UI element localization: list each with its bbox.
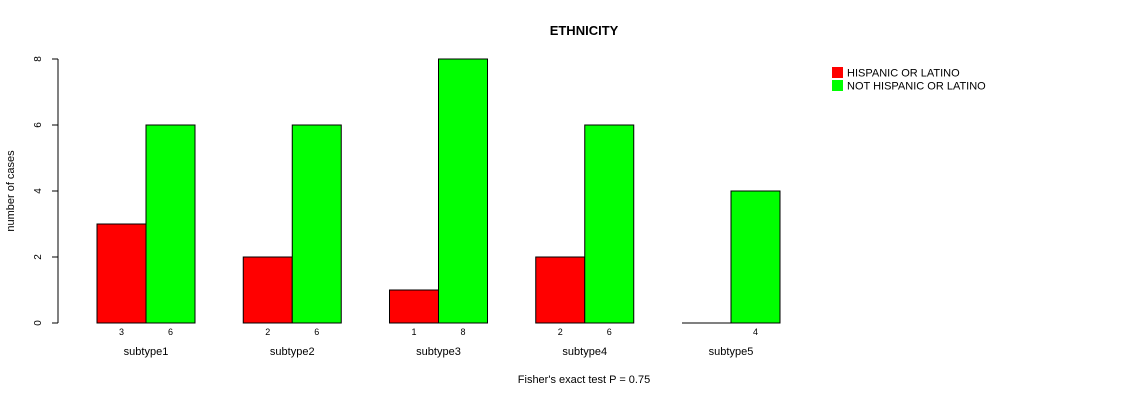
bar	[145, 124, 196, 324]
y-axis-label: number of cases	[5, 150, 17, 232]
bar-count-label: 4	[753, 327, 758, 337]
bar-count-label: 1	[411, 327, 416, 337]
legend-swatch	[832, 80, 843, 91]
x-axis-label: Fisher's exact test P = 0.75	[518, 374, 650, 386]
x-tick-label: subtype5	[709, 346, 754, 358]
x-tick-label: subtype4	[562, 346, 607, 358]
bar-group-subtype1: 3 6 subtype1	[96, 124, 196, 358]
bar-count-label: 2	[558, 327, 563, 337]
bar-count-label: 6	[314, 327, 319, 337]
chart-title: ETHNICITY	[550, 23, 619, 38]
bar-count-label: 3	[119, 327, 124, 337]
bar	[96, 223, 147, 324]
bar-group-subtype2: 2 6 subtype2	[242, 124, 342, 358]
legend-label: NOT HISPANIC OR LATINO	[847, 81, 986, 93]
bar-count-label: 8	[460, 327, 465, 337]
x-tick-label: subtype1	[124, 346, 169, 358]
bar-group-subtype3: 1 8 subtype3	[389, 58, 488, 358]
y-tick-label: 4	[33, 188, 44, 194]
legend-label: HISPANIC OR LATINO	[847, 68, 960, 80]
y-tick-label: 8	[33, 56, 44, 62]
y-tick-label: 2	[33, 254, 44, 260]
legend-swatch	[832, 67, 843, 78]
bar	[730, 190, 781, 324]
bar	[389, 289, 439, 324]
bar-group-subtype5: 4 subtype5	[682, 190, 781, 358]
legend-item: HISPANIC OR LATINO	[832, 67, 960, 80]
bar	[535, 256, 586, 324]
y-tick-label: 6	[33, 122, 44, 128]
bar	[242, 256, 293, 324]
legend-item: NOT HISPANIC OR LATINO	[832, 80, 986, 93]
bar-count-label: 6	[607, 327, 612, 337]
bar	[438, 58, 488, 324]
bar-count-label: 2	[265, 327, 270, 337]
x-tick-label: subtype2	[270, 346, 315, 358]
y-axis: 0 2 4 6 8	[33, 56, 59, 326]
bar	[584, 124, 635, 324]
bar-count-label: 6	[168, 327, 173, 337]
x-tick-label: subtype3	[416, 346, 461, 358]
bar	[291, 124, 342, 324]
y-tick-label: 0	[33, 320, 44, 326]
